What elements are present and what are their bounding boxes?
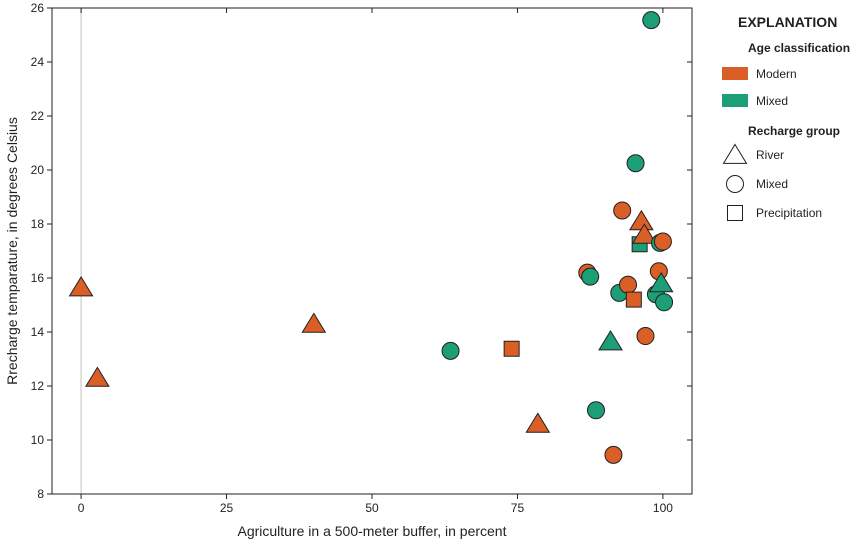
y-tick-label: 26 — [31, 1, 45, 15]
data-point-river — [525, 412, 551, 433]
y-tick-label: 18 — [31, 217, 45, 231]
data-points — [68, 11, 674, 464]
axes: 0 25 50 75 100 8 10 12 14 16 18 20 22 24 26 — [31, 1, 693, 515]
y-tick-label: 14 — [31, 325, 45, 339]
data-point-river — [628, 209, 654, 231]
data-point-mixed — [604, 445, 623, 464]
plot-frame — [51, 7, 693, 495]
data-point-mixed — [626, 154, 645, 173]
legend: EXPLANATION Age classification Recharge … — [722, 14, 850, 221]
data-point-mixed — [642, 11, 661, 30]
data-point-river — [68, 275, 94, 297]
legend-swatch-mixed — [722, 94, 748, 107]
data-point-mixed — [613, 201, 632, 220]
legend-label-mixed: Mixed — [756, 177, 788, 191]
legend-group-heading: Recharge group — [748, 124, 840, 138]
data-point-mixed — [587, 401, 605, 420]
legend-swatch-modern — [722, 67, 748, 80]
y-tick-label: 10 — [31, 433, 45, 447]
x-tick-label: 0 — [78, 501, 85, 515]
legend-marker-precipitation — [727, 205, 743, 221]
y-tick-label: 20 — [31, 163, 45, 177]
data-point-river — [301, 312, 327, 333]
legend-label-mixed: Mixed — [756, 94, 788, 108]
data-point-mixed — [619, 275, 637, 294]
x-tick-label: 50 — [365, 501, 379, 515]
legend-label-river: River — [756, 148, 784, 162]
legend-age-heading: Age classification — [748, 41, 850, 55]
legend-marker-river — [722, 143, 748, 164]
y-axis-title: Rrecharge temparature, in degrees Celsiu… — [4, 117, 20, 385]
data-point-mixed — [655, 293, 674, 312]
data-point-river — [84, 366, 110, 387]
y-tick-label: 8 — [37, 487, 44, 501]
legend-marker-mixed — [726, 175, 744, 193]
y-tick-label: 12 — [31, 379, 45, 393]
data-point-river — [631, 223, 657, 244]
data-point-precipitation — [625, 291, 642, 308]
legend-title: EXPLANATION — [738, 14, 837, 30]
data-point-mixed — [441, 341, 460, 360]
y-tick-label: 22 — [31, 109, 45, 123]
y-tick-label: 24 — [31, 55, 45, 69]
data-point-mixed — [636, 327, 655, 346]
data-point-river — [598, 329, 623, 351]
legend-label-precipitation: Precipitation — [756, 206, 822, 220]
data-point-mixed — [581, 267, 600, 286]
data-point-precipitation — [503, 340, 520, 357]
x-axis-title: Agriculture in a 500-meter buffer, in pe… — [237, 523, 506, 539]
x-tick-label: 25 — [220, 501, 234, 515]
data-point-mixed — [653, 232, 672, 251]
y-tick-label: 16 — [31, 271, 45, 285]
x-tick-label: 75 — [511, 501, 525, 515]
data-point-river — [648, 271, 674, 293]
legend-label-modern: Modern — [756, 67, 797, 81]
x-tick-label: 100 — [653, 501, 673, 515]
